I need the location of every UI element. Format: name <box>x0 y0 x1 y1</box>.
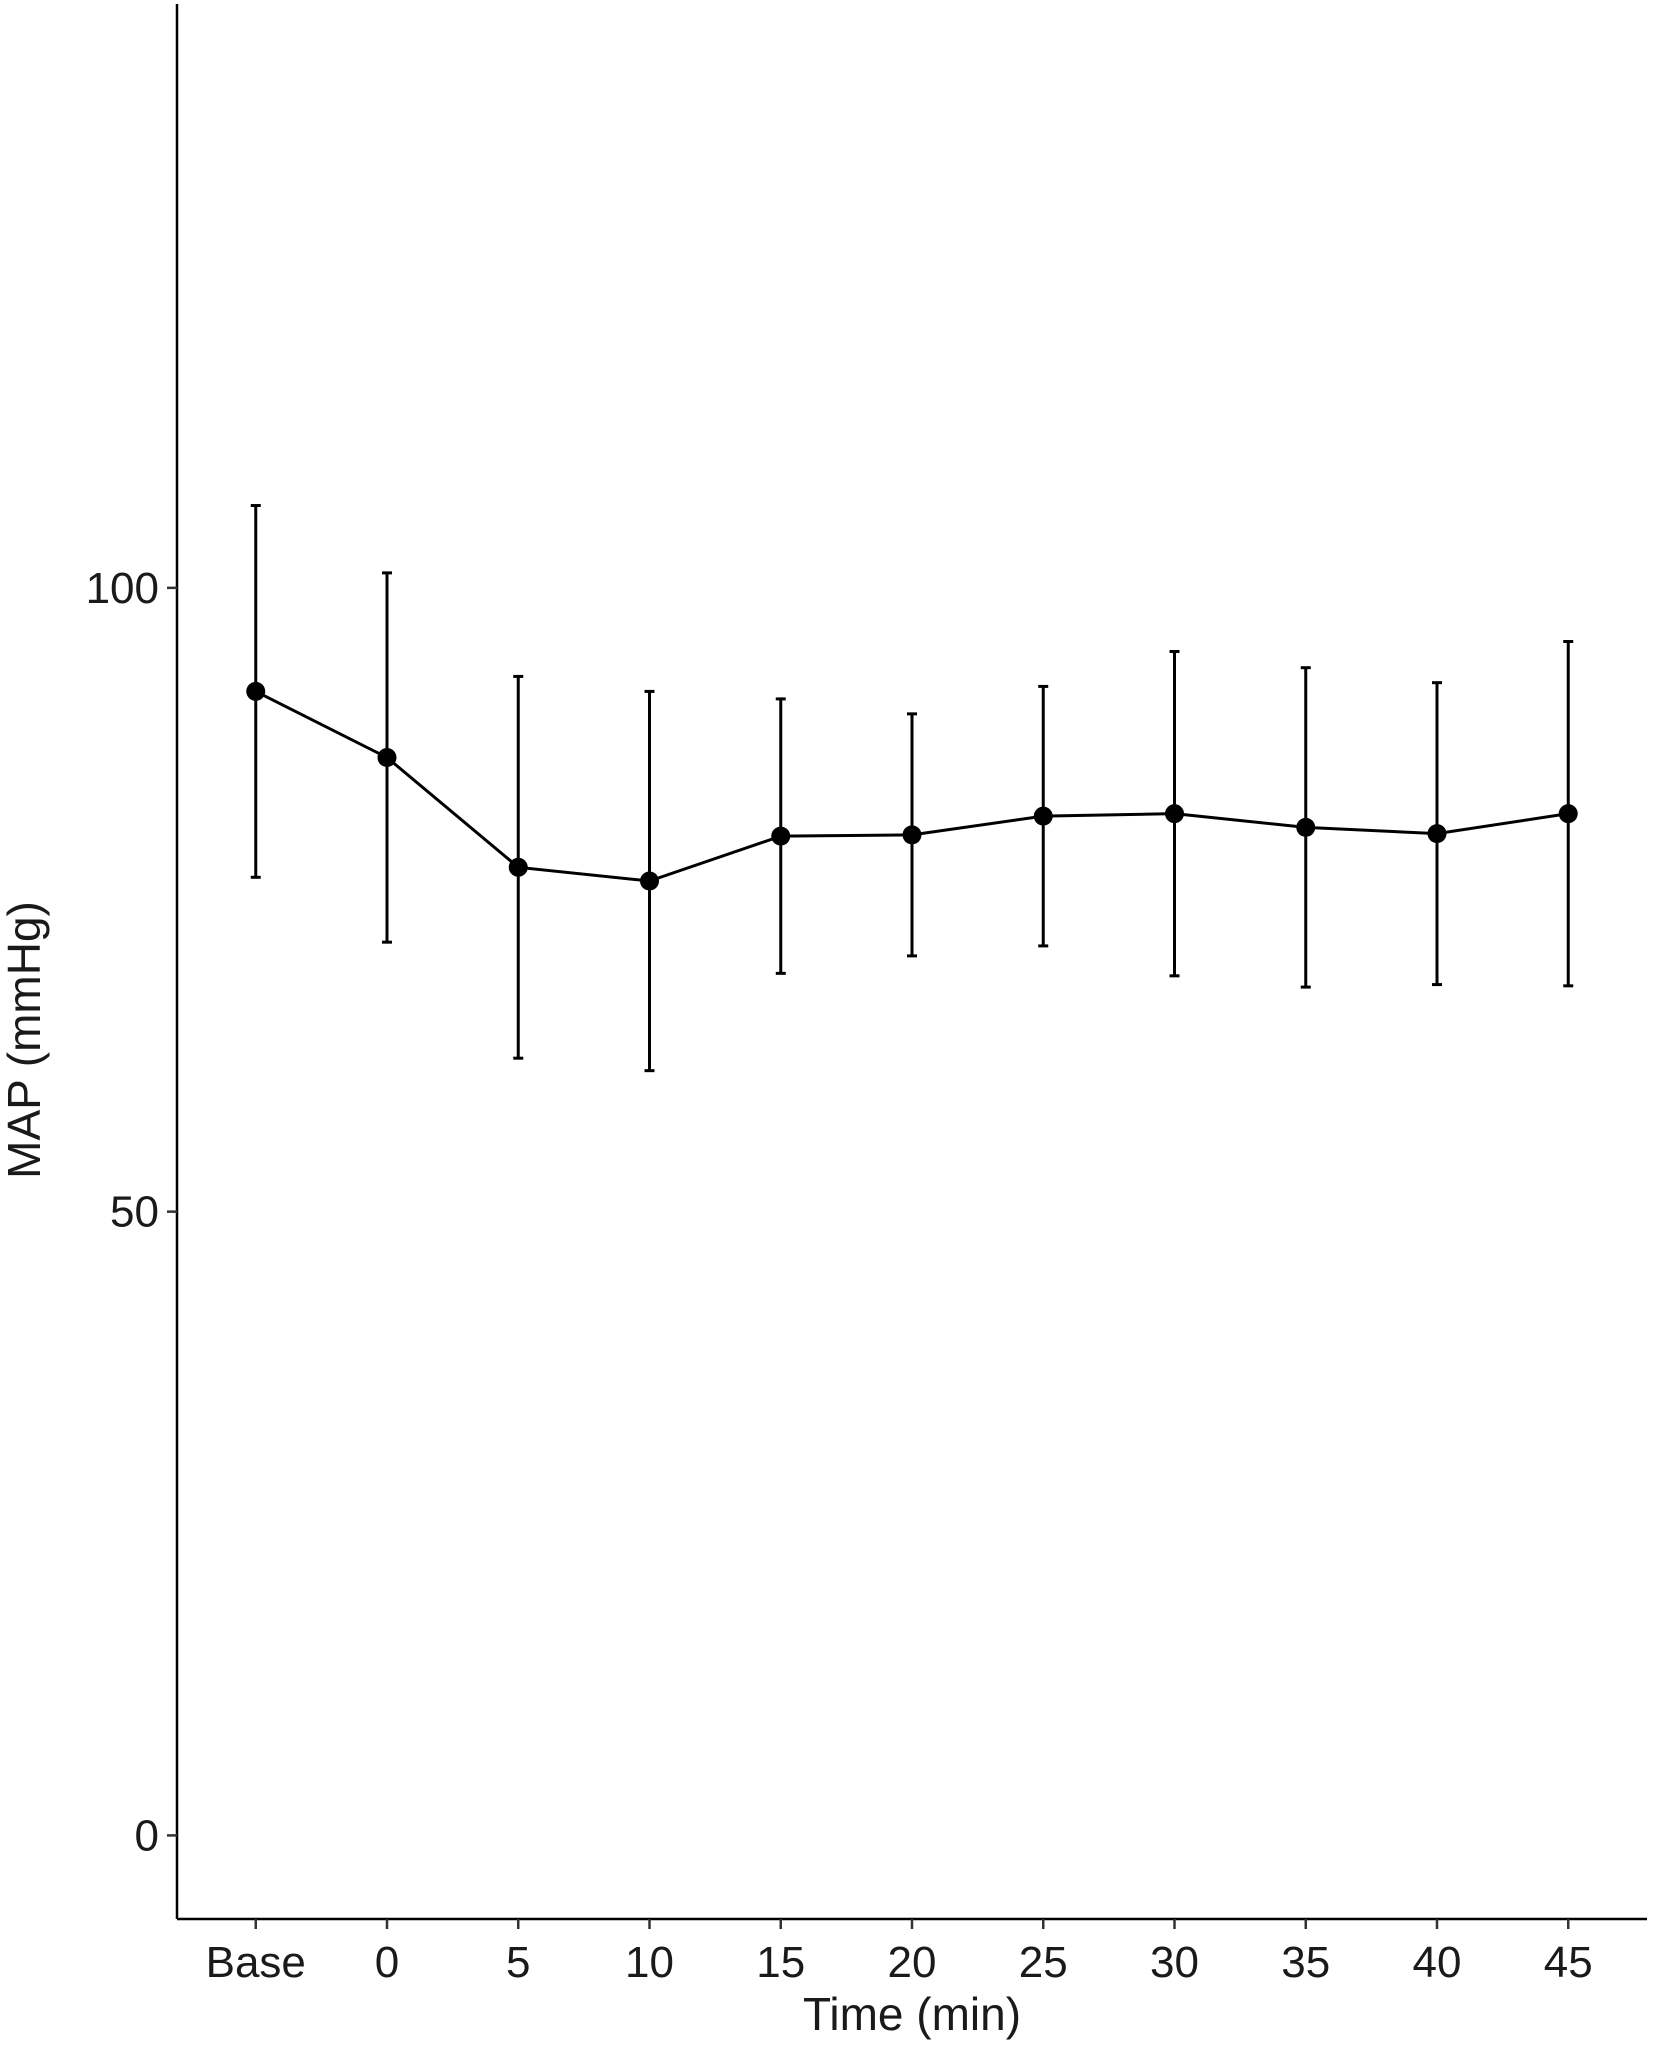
x-tick-label: 20 <box>888 1938 937 1987</box>
x-axis-title: Time (min) <box>803 1988 1021 2040</box>
x-tick-label: 30 <box>1150 1938 1199 1987</box>
y-tick-label: 50 <box>110 1188 159 1237</box>
x-tick-label: 10 <box>625 1938 674 1987</box>
data-point <box>771 826 791 846</box>
x-tick-label: 25 <box>1019 1938 1068 1987</box>
x-tick-label: 5 <box>506 1938 530 1987</box>
data-point <box>902 825 922 845</box>
data-point <box>1296 817 1316 837</box>
data-point <box>640 871 659 891</box>
y-tick-label: 100 <box>86 564 159 613</box>
y-tick-label: 0 <box>135 1811 159 1860</box>
data-point <box>1558 804 1578 824</box>
data-point <box>1165 804 1184 824</box>
data-point <box>1427 824 1447 844</box>
x-tick-label: 45 <box>1544 1938 1593 1987</box>
x-tick-label: 40 <box>1413 1938 1462 1987</box>
x-tick-label: 0 <box>375 1938 399 1987</box>
data-point <box>246 681 266 701</box>
data-point <box>1033 806 1053 826</box>
data-point <box>508 857 528 877</box>
x-tick-label: 35 <box>1281 1938 1330 1987</box>
y-axis-title: MAP (mmHg) <box>0 901 50 1179</box>
data-point <box>377 748 397 768</box>
x-tick-label: 15 <box>756 1938 805 1987</box>
x-tick-label: Base <box>206 1938 306 1987</box>
